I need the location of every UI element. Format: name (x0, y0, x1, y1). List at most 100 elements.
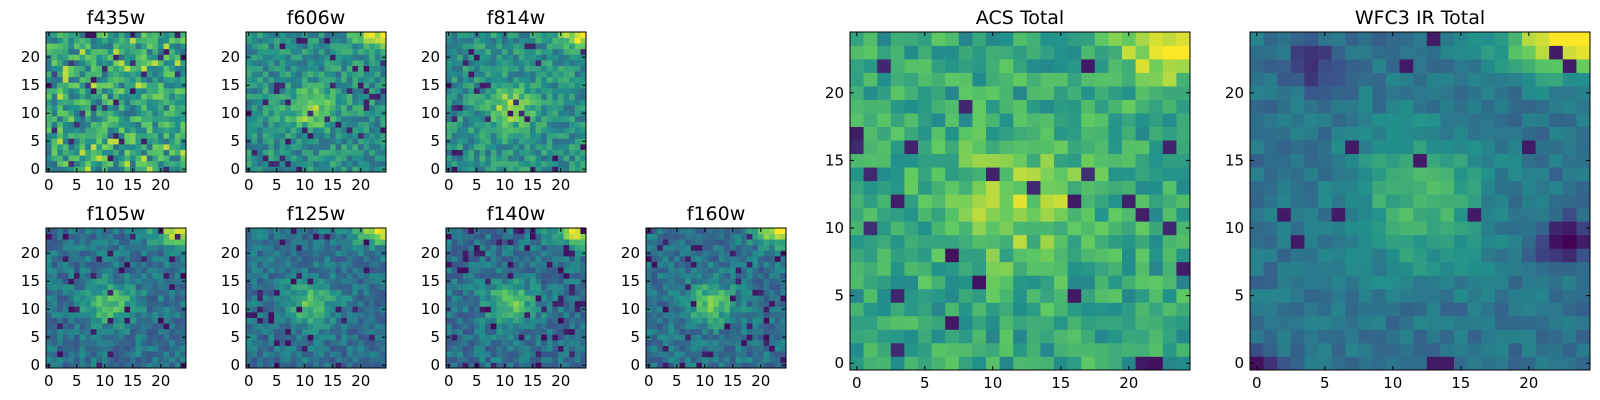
heatmap-cell (374, 37, 381, 44)
heatmap-cell (324, 155, 331, 162)
heatmap-cell (668, 244, 675, 251)
heatmap-cell (685, 306, 692, 313)
heatmap-cell (324, 328, 331, 335)
x-tick-label: 20 (551, 176, 570, 194)
heatmap-cell (302, 345, 308, 352)
heatmap-cell (474, 144, 480, 150)
heatmap-cell (535, 312, 542, 318)
heatmap-cell (535, 261, 542, 268)
heatmap-cell (774, 261, 781, 268)
heatmap-cell (646, 323, 652, 330)
heatmap-cell (1176, 261, 1191, 276)
heatmap-cell (369, 256, 376, 262)
heatmap-cell (746, 312, 753, 318)
heatmap-cell (662, 228, 669, 234)
heatmap-cell (552, 32, 559, 38)
heatmap-cell (904, 275, 919, 290)
heatmap-cell (290, 138, 297, 145)
heatmap-cell (685, 272, 692, 279)
heatmap-cell (746, 284, 753, 290)
heatmap-cell (507, 323, 514, 330)
heatmap-cell (146, 244, 153, 251)
heatmap-cell (958, 329, 973, 344)
heatmap-cell (251, 110, 258, 117)
heatmap-cell (558, 65, 564, 72)
heatmap-cell (518, 244, 525, 251)
heatmap-cell (363, 306, 370, 313)
heatmap-cell (380, 256, 387, 262)
heatmap-cell (113, 48, 120, 55)
heatmap-cell (380, 295, 387, 302)
heatmap-cell (490, 93, 497, 100)
heatmap-cell (541, 132, 548, 139)
heatmap-cell (462, 328, 469, 335)
heatmap-cell (341, 149, 348, 156)
heatmap-cell (758, 278, 764, 285)
y-tick-label: 20 (421, 48, 440, 66)
heatmap-cell (446, 37, 452, 44)
heatmap-cell (163, 256, 170, 262)
x-tick-label: 15 (523, 176, 542, 194)
heatmap-cell (257, 43, 264, 50)
heatmap-cell (530, 76, 536, 83)
heatmap-cell (324, 244, 331, 251)
heatmap-cell (485, 65, 492, 72)
heatmap-cell (563, 149, 570, 156)
heatmap-cell (174, 250, 181, 257)
heatmap-cell (685, 340, 692, 346)
heatmap-cell (46, 356, 52, 363)
heatmap-cell (513, 138, 520, 145)
heatmap-cell (479, 272, 486, 279)
heatmap-cell (958, 275, 973, 290)
heatmap-cell (485, 121, 492, 128)
heatmap-cell (96, 317, 103, 324)
heatmap-cell (51, 54, 58, 61)
heatmap-cell (268, 250, 275, 257)
heatmap-cell (118, 228, 125, 234)
heatmap-cell (113, 132, 120, 139)
heatmap-cell (1013, 288, 1028, 303)
heatmap-cell (169, 351, 176, 358)
heatmap-cell (68, 138, 75, 145)
heatmap-cell (90, 110, 97, 117)
heatmap-cell (735, 340, 742, 346)
heatmap-cell (479, 295, 486, 302)
heatmap-cell (324, 351, 331, 358)
heatmap-cell (341, 65, 348, 72)
heatmap-cell (541, 323, 548, 330)
heatmap-cell (369, 110, 376, 117)
heatmap-cell (485, 250, 492, 257)
heatmap-cell (1026, 261, 1041, 276)
heatmap-cell (174, 272, 181, 279)
heatmap-cell (569, 340, 576, 346)
heatmap-cell (279, 104, 286, 111)
heatmap-cell (468, 278, 475, 285)
heatmap-cell (79, 71, 86, 78)
heatmap-cell (746, 340, 753, 346)
heatmap-cell (1026, 342, 1041, 357)
heatmap-cell (96, 160, 103, 167)
x-tick-label: 0 (244, 372, 254, 390)
heatmap-cell (696, 317, 703, 324)
heatmap-cell (135, 295, 142, 302)
heatmap-cell (769, 317, 776, 324)
heatmap-cell (51, 317, 58, 324)
heatmap-cell (302, 317, 308, 324)
heatmap-cell (479, 155, 486, 162)
heatmap-cell (296, 312, 303, 318)
heatmap-cell (702, 328, 708, 335)
heatmap-cell (163, 37, 170, 44)
heatmap-cell (51, 127, 58, 134)
heatmap-cell (877, 221, 892, 236)
heatmap-cell (363, 239, 370, 246)
heatmap-cell (330, 328, 336, 335)
heatmap-cell (490, 239, 497, 246)
x-tick-label: 10 (95, 372, 114, 390)
heatmap-cell (335, 43, 342, 50)
heatmap-cell (330, 138, 336, 145)
heatmap-cell (268, 300, 275, 307)
heatmap-cell (79, 104, 86, 111)
heatmap-cell (274, 149, 280, 156)
heatmap-cell (374, 228, 381, 234)
heatmap-cell (580, 256, 587, 262)
